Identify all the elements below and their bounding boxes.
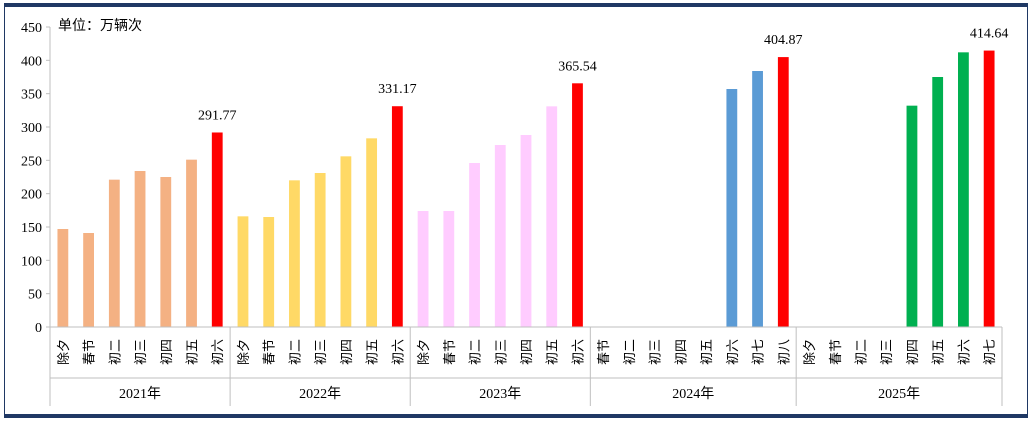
y-tick-label: 200 (21, 188, 42, 203)
data-label: 291.77 (198, 108, 237, 123)
category-label: 春节 (82, 339, 97, 365)
category-label: 初五 (545, 339, 560, 365)
bar (906, 105, 918, 328)
bar (366, 138, 378, 327)
y-tick-label: 150 (21, 221, 42, 236)
category-label: 初二 (468, 339, 483, 365)
bar (469, 163, 480, 327)
bar (546, 106, 558, 327)
category-label: 初四 (673, 339, 688, 365)
bar (520, 135, 532, 327)
category-label: 初二 (287, 339, 302, 365)
bar (726, 89, 738, 327)
bar (186, 159, 197, 327)
bar (932, 77, 944, 327)
category-label: 除夕 (56, 339, 71, 365)
category-label: 春节 (596, 339, 611, 365)
bar (417, 211, 429, 327)
category-label: 初六 (210, 339, 225, 365)
y-tick-label: 100 (21, 254, 42, 269)
category-label: 初四 (905, 339, 920, 365)
category-label: 初三 (133, 339, 148, 365)
bar (443, 211, 455, 327)
group-label: 2022年 (299, 386, 341, 402)
group-label: 2024年 (672, 386, 714, 402)
category-label: 初四 (339, 339, 354, 365)
y-tick-label: 400 (21, 54, 42, 69)
frame-right-border (1027, 3, 1028, 418)
category-label: 初五 (365, 339, 380, 365)
category-label: 春节 (262, 339, 277, 365)
category-label: 初三 (313, 339, 328, 365)
bar (108, 179, 120, 327)
frame-top-border (4, 3, 1028, 7)
data-label: 331.17 (378, 82, 417, 97)
bar (160, 177, 172, 327)
bar (289, 180, 300, 327)
bar (83, 233, 94, 327)
category-label: 除夕 (236, 339, 251, 365)
group-label: 2021年 (119, 386, 161, 402)
data-label: 414.64 (970, 27, 1009, 42)
bar (752, 71, 763, 327)
category-label: 初八 (776, 339, 791, 365)
category-label: 初五 (931, 339, 946, 365)
category-label: 除夕 (802, 339, 817, 365)
category-label: 初二 (853, 339, 868, 365)
category-label: 初三 (493, 339, 508, 365)
y-tick-label: 250 (21, 154, 42, 169)
y-tick-label: 0 (35, 321, 42, 336)
category-label: 初二 (107, 339, 122, 365)
bar (314, 173, 326, 327)
frame-bottom-border (4, 414, 1028, 418)
category-label: 初三 (648, 339, 663, 365)
y-axis: 0 50 100 150 200 250 300 350 400 450 (21, 21, 51, 336)
unit-label: 单位：万辆次 (58, 18, 142, 34)
bars: 291.77 331.17 365.54 404.87 414.64 (57, 27, 1009, 328)
y-tick-label: 300 (21, 121, 42, 136)
category-label: 除夕 (416, 339, 431, 365)
y-tick-label: 350 (21, 88, 42, 103)
data-label: 404.87 (764, 33, 803, 48)
category-label: 初三 (879, 339, 894, 365)
category-label: 初七 (751, 339, 766, 365)
category-label: 初四 (519, 339, 534, 365)
y-tick-label: 50 (28, 288, 42, 303)
category-label: 初四 (159, 339, 174, 365)
data-label: 365.54 (558, 59, 597, 74)
bar (391, 106, 403, 327)
bar (134, 171, 146, 327)
category-label: 初六 (570, 339, 585, 365)
category-label: 初六 (390, 339, 405, 365)
category-label: 春节 (828, 339, 843, 365)
bar (983, 50, 995, 327)
bar (340, 156, 352, 327)
category-label: 初五 (699, 339, 714, 365)
frame-left-border (4, 3, 5, 418)
bar (777, 57, 789, 327)
category-label: 初七 (982, 339, 997, 365)
group-label: 2025年 (878, 386, 920, 402)
bar (958, 52, 969, 327)
bar (237, 216, 249, 327)
group-label: 2023年 (479, 386, 521, 402)
bar (494, 145, 506, 327)
bar (263, 217, 275, 327)
bar (572, 83, 583, 327)
category-label: 初六 (956, 339, 971, 365)
category-label: 初二 (622, 339, 637, 365)
bar (211, 132, 223, 327)
y-tick-label: 450 (21, 21, 42, 36)
category-label: 初五 (185, 339, 200, 365)
bar (57, 229, 69, 327)
category-label: 春节 (442, 339, 457, 365)
category-label: 初六 (725, 339, 740, 365)
